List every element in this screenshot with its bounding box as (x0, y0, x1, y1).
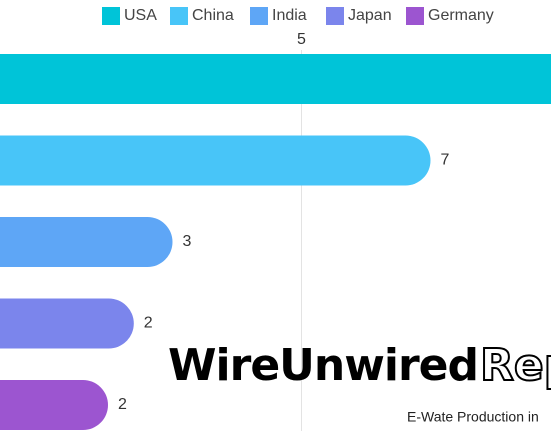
legend-label: China (192, 7, 234, 24)
legend-label: India (272, 7, 307, 24)
value-label: 3 (183, 233, 192, 250)
bar (0, 380, 108, 430)
bar (0, 217, 173, 267)
legend-label: Germany (428, 7, 494, 24)
legend-swatch (102, 7, 120, 25)
watermark: WireUnwired (168, 340, 478, 391)
subtitle: E-Wate Production in (407, 409, 539, 425)
bar (0, 298, 134, 349)
x-tick-label: 5 (297, 31, 306, 48)
value-label: 7 (441, 152, 450, 169)
value-label: 2 (144, 315, 153, 332)
watermark-suffix: Rep (480, 340, 551, 391)
bar (0, 54, 551, 104)
bar (0, 135, 431, 186)
value-label: 2 (118, 396, 127, 413)
legend-swatch (406, 7, 424, 25)
legend-swatch (170, 7, 188, 25)
legend-swatch (250, 7, 268, 25)
legend-swatch (326, 7, 344, 25)
legend-label: Japan (348, 7, 392, 24)
legend-label: USA (124, 7, 157, 24)
